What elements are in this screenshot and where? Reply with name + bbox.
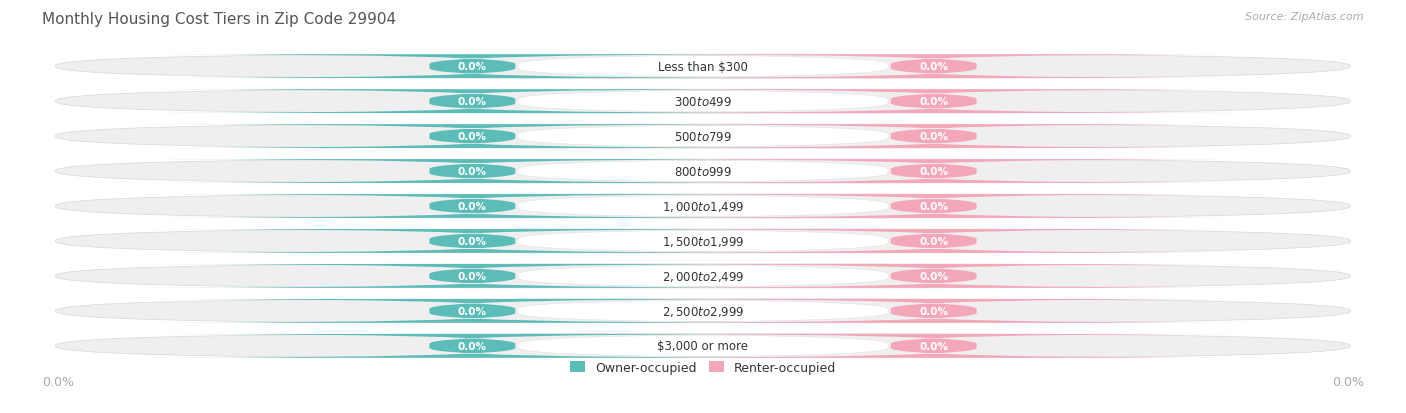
Text: 0.0%: 0.0% [920, 132, 948, 142]
FancyBboxPatch shape [606, 230, 1261, 253]
FancyBboxPatch shape [145, 299, 800, 323]
Text: Source: ZipAtlas.com: Source: ZipAtlas.com [1246, 12, 1364, 22]
Text: $500 to $799: $500 to $799 [673, 130, 733, 143]
Text: 0.0%: 0.0% [458, 62, 486, 72]
FancyBboxPatch shape [55, 90, 1351, 114]
FancyBboxPatch shape [606, 195, 1261, 218]
Text: $2,000 to $2,499: $2,000 to $2,499 [662, 269, 744, 283]
Text: $300 to $499: $300 to $499 [673, 95, 733, 108]
Text: 0.0%: 0.0% [920, 341, 948, 351]
Text: $800 to $999: $800 to $999 [673, 165, 733, 178]
Text: 0.0%: 0.0% [920, 97, 948, 107]
Text: 0.0%: 0.0% [458, 166, 486, 177]
Text: Monthly Housing Cost Tiers in Zip Code 29904: Monthly Housing Cost Tiers in Zip Code 2… [42, 12, 396, 27]
FancyBboxPatch shape [517, 264, 889, 288]
Text: 0.0%: 0.0% [920, 271, 948, 281]
Text: 0.0%: 0.0% [42, 375, 75, 388]
Text: $1,500 to $1,999: $1,500 to $1,999 [662, 235, 744, 248]
FancyBboxPatch shape [55, 264, 1351, 288]
FancyBboxPatch shape [606, 125, 1261, 149]
FancyBboxPatch shape [145, 264, 800, 288]
Text: $2,500 to $2,999: $2,500 to $2,999 [662, 304, 744, 318]
FancyBboxPatch shape [517, 334, 889, 358]
Text: 0.0%: 0.0% [458, 236, 486, 247]
Text: 0.0%: 0.0% [920, 202, 948, 211]
FancyBboxPatch shape [55, 160, 1351, 183]
FancyBboxPatch shape [145, 55, 800, 79]
FancyBboxPatch shape [145, 90, 800, 114]
Text: 0.0%: 0.0% [920, 306, 948, 316]
FancyBboxPatch shape [606, 299, 1261, 323]
Text: 0.0%: 0.0% [458, 341, 486, 351]
FancyBboxPatch shape [55, 299, 1351, 323]
FancyBboxPatch shape [517, 125, 889, 149]
FancyBboxPatch shape [145, 125, 800, 149]
Text: 0.0%: 0.0% [1331, 375, 1364, 388]
Text: 0.0%: 0.0% [458, 271, 486, 281]
Text: 0.0%: 0.0% [458, 132, 486, 142]
FancyBboxPatch shape [55, 125, 1351, 149]
FancyBboxPatch shape [517, 195, 889, 218]
FancyBboxPatch shape [517, 160, 889, 183]
Text: 0.0%: 0.0% [458, 306, 486, 316]
Text: 0.0%: 0.0% [920, 236, 948, 247]
FancyBboxPatch shape [145, 195, 800, 218]
FancyBboxPatch shape [145, 160, 800, 183]
Text: $3,000 or more: $3,000 or more [658, 339, 748, 352]
FancyBboxPatch shape [606, 334, 1261, 358]
FancyBboxPatch shape [517, 230, 889, 253]
FancyBboxPatch shape [517, 90, 889, 114]
FancyBboxPatch shape [55, 55, 1351, 79]
Text: Less than $300: Less than $300 [658, 61, 748, 74]
FancyBboxPatch shape [55, 230, 1351, 253]
FancyBboxPatch shape [606, 55, 1261, 79]
FancyBboxPatch shape [606, 90, 1261, 114]
FancyBboxPatch shape [606, 264, 1261, 288]
FancyBboxPatch shape [517, 299, 889, 323]
FancyBboxPatch shape [606, 160, 1261, 183]
FancyBboxPatch shape [55, 334, 1351, 358]
Text: 0.0%: 0.0% [458, 97, 486, 107]
Text: 0.0%: 0.0% [920, 62, 948, 72]
FancyBboxPatch shape [145, 230, 800, 253]
Text: 0.0%: 0.0% [458, 202, 486, 211]
Text: 0.0%: 0.0% [920, 166, 948, 177]
FancyBboxPatch shape [517, 55, 889, 79]
FancyBboxPatch shape [145, 334, 800, 358]
FancyBboxPatch shape [55, 195, 1351, 218]
Text: $1,000 to $1,499: $1,000 to $1,499 [662, 199, 744, 214]
Legend: Owner-occupied, Renter-occupied: Owner-occupied, Renter-occupied [565, 356, 841, 379]
